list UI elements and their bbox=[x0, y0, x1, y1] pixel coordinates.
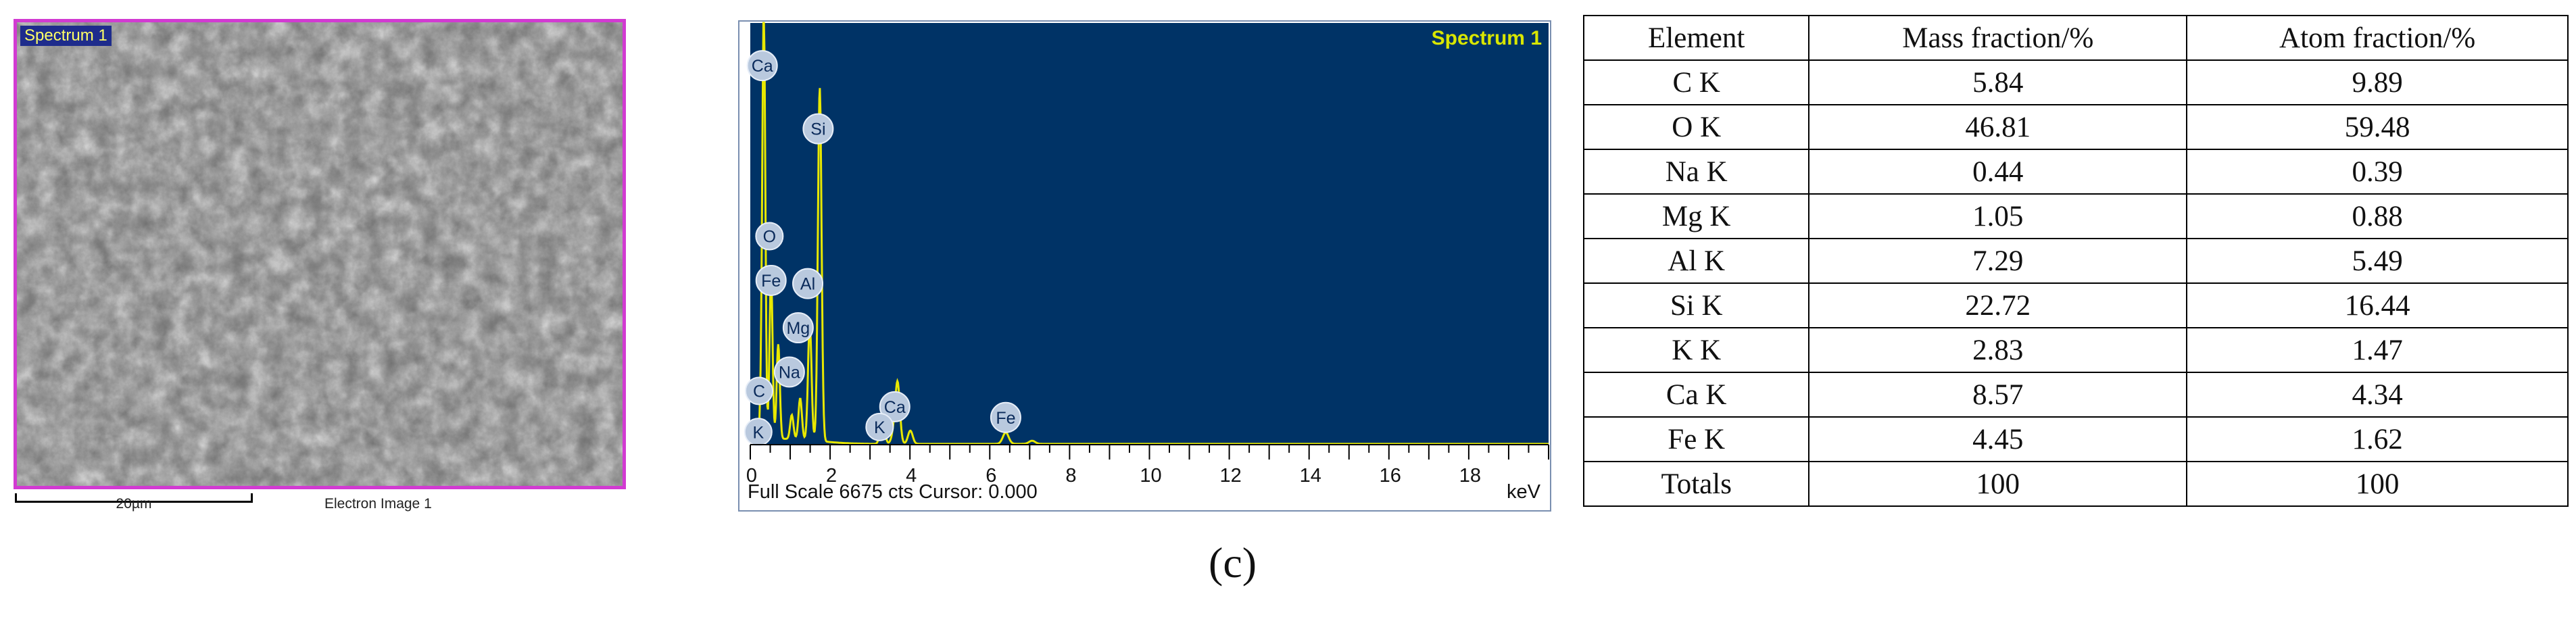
table-cell: 59.48 bbox=[2186, 104, 2569, 150]
x-tick-label: 10 bbox=[1140, 465, 1161, 487]
x-tick-label: 12 bbox=[1219, 465, 1241, 487]
peak-callout-label: C bbox=[753, 382, 765, 401]
table-cell: 0.88 bbox=[2186, 193, 2569, 239]
table-row: Ca K 8.57 4.34 bbox=[1582, 372, 2569, 418]
table-cell: 0.44 bbox=[1808, 149, 2188, 195]
peak-callout-label: Ca bbox=[884, 398, 906, 417]
panel-label: (c) bbox=[1209, 539, 1257, 587]
table-row: C K 5.84 9.89 bbox=[1582, 59, 2569, 105]
x-tick-label: 4 bbox=[906, 465, 917, 487]
table-cell: Si K bbox=[1582, 282, 1810, 328]
peak-callout-label: Ca bbox=[752, 57, 773, 76]
table-header-cell: Element bbox=[1582, 15, 1810, 61]
table-cell: 1.47 bbox=[2186, 327, 2569, 373]
table-cell: 100 bbox=[2186, 461, 2569, 507]
peak-callout-marker bbox=[746, 50, 778, 82]
spectrum-footer: Full Scale 6675 cts Cursor: 0.000 bbox=[748, 481, 1038, 503]
plot-background bbox=[750, 23, 1549, 445]
peak-callout-label: Al bbox=[800, 275, 815, 294]
x-axis-unit-label: keV bbox=[1507, 481, 1541, 503]
peak-callout-label: Si bbox=[810, 120, 825, 139]
table-cell: 1.62 bbox=[2186, 416, 2569, 462]
peak-callout-marker bbox=[990, 401, 1021, 433]
peak-callout-marker bbox=[773, 356, 805, 388]
peak-callout-label: K bbox=[874, 418, 885, 437]
scale-bar bbox=[15, 493, 253, 503]
x-tick-label: 14 bbox=[1300, 465, 1321, 487]
x-tick-label: 6 bbox=[986, 465, 996, 487]
table-row: Totals 100 100 bbox=[1582, 461, 2569, 507]
sem-texture bbox=[17, 22, 623, 486]
peak-callout-marker bbox=[782, 312, 814, 344]
peak-callout-marker bbox=[879, 391, 910, 422]
table-cell: 2.83 bbox=[1808, 327, 2188, 373]
table-row: Fe K 4.45 1.62 bbox=[1582, 416, 2569, 462]
table-cell: 1.05 bbox=[1808, 193, 2188, 239]
table-row: O K 46.81 59.48 bbox=[1582, 104, 2569, 150]
table-cell: K K bbox=[1582, 327, 1810, 373]
x-tick-label: 0 bbox=[746, 465, 757, 487]
table-row: K K 2.83 1.47 bbox=[1582, 327, 2569, 373]
table-cell: 4.34 bbox=[2186, 372, 2569, 418]
peak-callout-label: O bbox=[763, 228, 776, 247]
sem-spectrum-tag: Spectrum 1 bbox=[20, 26, 112, 46]
peak-callout-label: Mg bbox=[786, 319, 810, 338]
sem-caption: Electron Image 1 bbox=[324, 496, 432, 512]
sem-image: Spectrum 1 bbox=[14, 19, 626, 489]
x-tick-label: 18 bbox=[1459, 465, 1481, 487]
x-tick-label: 2 bbox=[826, 465, 837, 487]
peak-callout-label: Na bbox=[779, 363, 800, 382]
table-cell: 100 bbox=[1808, 461, 2188, 507]
eds-spectrum-chart: Spectrum 1 Ca Si O Fe Al Mg Na C K Ca K Fe 0 2 4 6 8 10 12 1… bbox=[738, 20, 1551, 512]
table-cell: C K bbox=[1582, 59, 1810, 105]
peak-callout-label: Fe bbox=[996, 409, 1015, 428]
table-row: Al K 7.29 5.49 bbox=[1582, 238, 2569, 284]
peak-callout-marker bbox=[744, 376, 773, 405]
table-cell: 9.89 bbox=[2186, 59, 2569, 105]
peak-callout-marker bbox=[755, 222, 784, 251]
table-cell: Mg K bbox=[1582, 193, 1810, 239]
table-cell: 0.39 bbox=[2186, 149, 2569, 195]
table-cell: Totals bbox=[1582, 461, 1810, 507]
table-row: Mg K 1.05 0.88 bbox=[1582, 193, 2569, 239]
table-header-cell: Mass fraction/% bbox=[1808, 15, 2188, 61]
table-cell: 8.57 bbox=[1808, 372, 2188, 418]
table-header-row: Element Mass fraction/% Atom fraction/% bbox=[1582, 15, 2569, 61]
table-cell: Al K bbox=[1582, 238, 1810, 284]
chart-title: Spectrum 1 bbox=[1432, 27, 1542, 49]
table-cell: 46.81 bbox=[1808, 104, 2188, 150]
composition-table: Element Mass fraction/% Atom fraction/% C K… bbox=[1582, 15, 2569, 507]
table-row: Si K 22.72 16.44 bbox=[1582, 282, 2569, 328]
table-row: Na K 0.44 0.39 bbox=[1582, 149, 2569, 195]
table-cell: 7.29 bbox=[1808, 238, 2188, 284]
table-cell: O K bbox=[1582, 104, 1810, 150]
table-header-cell: Atom fraction/% bbox=[2186, 15, 2569, 61]
table-cell: 5.49 bbox=[2186, 238, 2569, 284]
peak-callout-label: K bbox=[752, 423, 764, 442]
table-cell: Ca K bbox=[1582, 372, 1810, 418]
x-tick-label: 16 bbox=[1380, 465, 1401, 487]
peak-callout-marker bbox=[802, 113, 834, 145]
table-cell: Fe K bbox=[1582, 416, 1810, 462]
peak-callout-marker bbox=[792, 268, 824, 299]
peak-callout-label: Fe bbox=[761, 272, 781, 291]
table-cell: Na K bbox=[1582, 149, 1810, 195]
peak-callout-marker bbox=[744, 418, 773, 447]
x-tick-label: 8 bbox=[1065, 465, 1076, 487]
table-cell: 4.45 bbox=[1808, 416, 2188, 462]
table-cell: 16.44 bbox=[2186, 282, 2569, 328]
peak-callout-marker bbox=[865, 412, 894, 441]
peak-callout-marker bbox=[755, 264, 787, 296]
table-cell: 5.84 bbox=[1808, 59, 2188, 105]
scale-bar-label: 20µm bbox=[116, 496, 152, 512]
table-cell: 22.72 bbox=[1808, 282, 2188, 328]
